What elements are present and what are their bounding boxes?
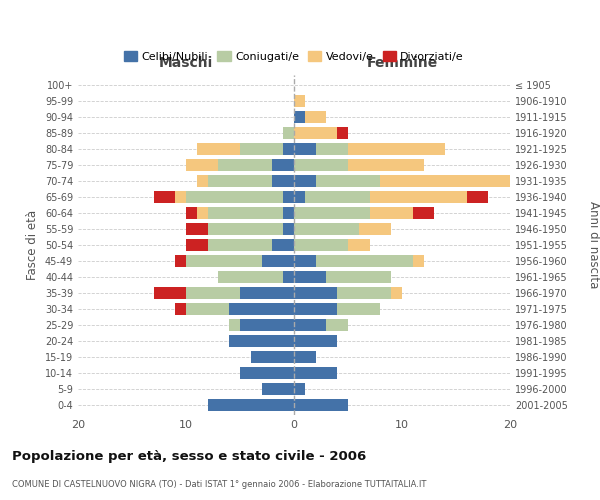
- Bar: [467, 191, 488, 203]
- Bar: [359, 223, 391, 235]
- Bar: [240, 143, 283, 155]
- Text: COMUNE DI CASTELNUOVO NIGRA (TO) - Dati ISTAT 1° gennaio 2006 - Elaborazione TUT: COMUNE DI CASTELNUOVO NIGRA (TO) - Dati …: [12, 480, 427, 489]
- Bar: [294, 94, 305, 106]
- Bar: [208, 175, 272, 187]
- Bar: [208, 207, 283, 219]
- Bar: [218, 159, 272, 171]
- Bar: [197, 175, 208, 187]
- Bar: [294, 384, 305, 396]
- Bar: [294, 110, 305, 122]
- Bar: [316, 175, 380, 187]
- Bar: [294, 143, 316, 155]
- Bar: [283, 143, 294, 155]
- Legend: Celibi/Nubili, Coniugati/e, Vedovi/e, Divorziati/e: Celibi/Nubili, Coniugati/e, Vedovi/e, Di…: [119, 46, 469, 66]
- Bar: [294, 239, 348, 251]
- Bar: [294, 191, 305, 203]
- Bar: [337, 303, 380, 315]
- Bar: [197, 207, 208, 219]
- Bar: [294, 319, 326, 331]
- Bar: [262, 255, 294, 267]
- Bar: [283, 126, 294, 138]
- Bar: [294, 287, 337, 299]
- Bar: [229, 319, 240, 331]
- Bar: [283, 223, 294, 235]
- Bar: [294, 271, 326, 283]
- Y-axis label: Fasce di età: Fasce di età: [26, 210, 39, 280]
- Bar: [337, 126, 348, 138]
- Bar: [305, 110, 326, 122]
- Bar: [186, 303, 229, 315]
- Bar: [391, 287, 402, 299]
- Bar: [186, 239, 208, 251]
- Bar: [186, 159, 218, 171]
- Y-axis label: Anni di nascita: Anni di nascita: [587, 202, 600, 288]
- Bar: [272, 239, 294, 251]
- Text: Popolazione per età, sesso e stato civile - 2006: Popolazione per età, sesso e stato civil…: [12, 450, 366, 463]
- Bar: [326, 319, 348, 331]
- Bar: [348, 159, 424, 171]
- Bar: [294, 368, 337, 380]
- Bar: [305, 191, 370, 203]
- Bar: [154, 191, 175, 203]
- Bar: [370, 191, 467, 203]
- Bar: [229, 335, 294, 347]
- Bar: [380, 175, 510, 187]
- Bar: [283, 191, 294, 203]
- Bar: [175, 255, 186, 267]
- Bar: [208, 400, 294, 411]
- Bar: [337, 287, 391, 299]
- Bar: [218, 271, 283, 283]
- Bar: [283, 207, 294, 219]
- Bar: [197, 143, 240, 155]
- Bar: [370, 207, 413, 219]
- Bar: [413, 255, 424, 267]
- Bar: [186, 255, 262, 267]
- Bar: [316, 143, 348, 155]
- Bar: [262, 384, 294, 396]
- Bar: [294, 175, 316, 187]
- Bar: [294, 126, 337, 138]
- Bar: [240, 287, 294, 299]
- Bar: [272, 175, 294, 187]
- Bar: [294, 351, 316, 364]
- Bar: [154, 287, 186, 299]
- Bar: [186, 287, 240, 299]
- Bar: [294, 335, 337, 347]
- Bar: [294, 303, 337, 315]
- Bar: [251, 351, 294, 364]
- Bar: [186, 191, 283, 203]
- Bar: [283, 271, 294, 283]
- Bar: [175, 191, 186, 203]
- Bar: [175, 303, 186, 315]
- Bar: [294, 159, 348, 171]
- Bar: [240, 319, 294, 331]
- Bar: [272, 159, 294, 171]
- Bar: [316, 255, 413, 267]
- Bar: [208, 223, 283, 235]
- Bar: [348, 239, 370, 251]
- Bar: [294, 400, 348, 411]
- Bar: [240, 368, 294, 380]
- Bar: [348, 143, 445, 155]
- Bar: [186, 207, 197, 219]
- Bar: [186, 223, 208, 235]
- Bar: [229, 303, 294, 315]
- Bar: [294, 223, 359, 235]
- Bar: [294, 207, 370, 219]
- Bar: [326, 271, 391, 283]
- Bar: [208, 239, 272, 251]
- Bar: [413, 207, 434, 219]
- Bar: [294, 255, 316, 267]
